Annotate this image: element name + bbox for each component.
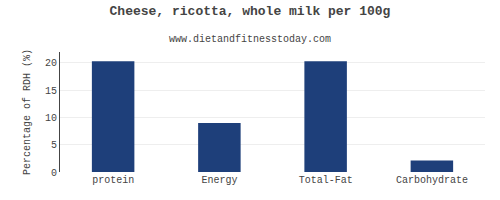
- svg-text:5: 5: [51, 140, 57, 151]
- svg-text:15: 15: [45, 86, 57, 97]
- svg-text:Total-Fat: Total-Fat: [299, 175, 353, 186]
- svg-text:Cheese, ricotta, whole milk pe: Cheese, ricotta, whole milk per 100g: [110, 4, 391, 19]
- svg-text:Energy: Energy: [201, 175, 237, 186]
- svg-text:10: 10: [45, 113, 57, 124]
- svg-text:Carbohydrate: Carbohydrate: [396, 175, 468, 186]
- svg-text:Percentage of RDH (%): Percentage of RDH (%): [22, 49, 33, 175]
- svg-text:0: 0: [51, 168, 57, 179]
- svg-text:20: 20: [45, 58, 57, 69]
- svg-text:protein: protein: [92, 175, 134, 186]
- svg-text:www.dietandfitnesstoday.com: www.dietandfitnesstoday.com: [169, 34, 331, 45]
